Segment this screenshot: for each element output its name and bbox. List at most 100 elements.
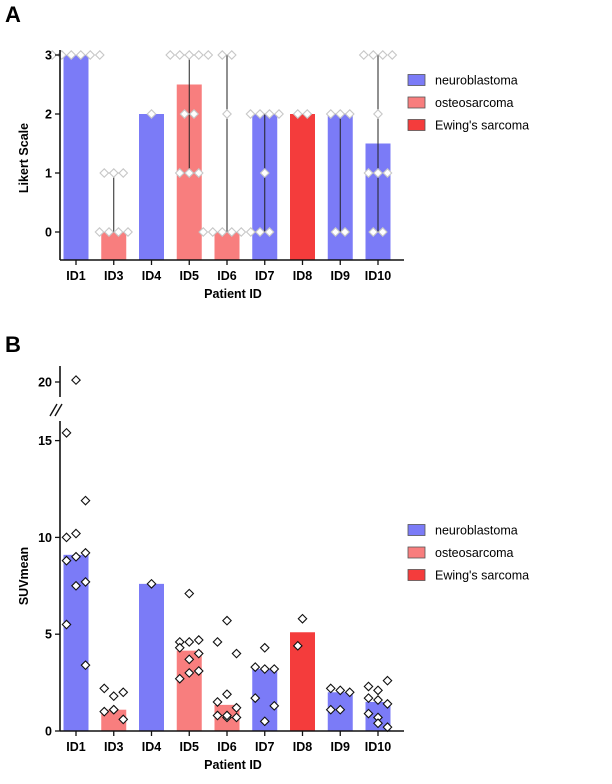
data-point-id7: [255, 227, 265, 237]
x-tick-label: ID4: [142, 740, 162, 754]
legend-label: osteosarcoma: [435, 546, 514, 560]
legend-item: neuroblastoma: [407, 74, 518, 88]
data-point-id6: [222, 689, 232, 700]
x-tick-label: ID9: [331, 269, 351, 283]
data-point-id10: [363, 168, 374, 178]
x-tick-label: ID5: [180, 269, 200, 283]
data-point-id6: [222, 710, 232, 721]
data-point-id7: [269, 664, 280, 675]
legend-item: Ewing's sarcoma: [407, 119, 529, 133]
data-point-id3: [99, 683, 110, 694]
y-tick-label: 0: [45, 226, 52, 240]
data-point-id7: [264, 227, 275, 237]
x-tick-label: ID6: [217, 269, 237, 283]
panel-label: B: [5, 332, 21, 357]
data-point-id5: [193, 168, 204, 178]
data-point-id10: [382, 168, 393, 178]
data-point-id6: [217, 227, 228, 237]
data-point-id10: [373, 685, 383, 696]
data-point-id7: [259, 642, 270, 653]
data-point-id8: [292, 640, 303, 651]
legend-swatch: [407, 119, 426, 131]
data-point-id10: [363, 708, 374, 719]
data-point-id10: [377, 50, 388, 60]
data-point-id10: [382, 675, 393, 686]
legend-item: osteosarcoma: [407, 96, 514, 110]
bar-id6: [214, 232, 240, 260]
data-point-id3: [99, 706, 110, 717]
data-point-id6: [236, 227, 247, 237]
data-point-id3: [108, 691, 119, 702]
data-point-id1: [47, 50, 58, 60]
data-point-id10: [387, 50, 398, 60]
data-point-id1: [71, 528, 81, 539]
x-tick-label: ID1: [66, 740, 86, 754]
data-point-id6: [198, 227, 209, 237]
data-point-id6: [222, 615, 232, 626]
data-point-id5: [189, 109, 199, 119]
data-point-id5: [184, 654, 195, 665]
axis-break-mark: [49, 403, 58, 417]
legend-swatch: [407, 524, 426, 536]
data-point-id9: [325, 704, 336, 715]
legend-label: osteosarcoma: [435, 96, 514, 110]
data-point-id10: [363, 681, 374, 692]
data-point-id10: [358, 50, 369, 60]
data-point-id1: [80, 576, 91, 587]
data-point-id1: [71, 551, 81, 562]
data-point-id10: [373, 168, 383, 178]
data-point-id3: [113, 227, 124, 237]
legend-item: neuroblastoma: [407, 524, 518, 538]
data-point-id7: [264, 109, 275, 119]
y-tick-label: 20: [38, 376, 52, 390]
data-point-id6: [212, 696, 223, 707]
data-point-id5: [184, 50, 195, 60]
bar-id4: [139, 583, 164, 731]
x-tick-label: ID6: [217, 740, 237, 754]
data-point-id5: [193, 666, 204, 676]
data-point-id3: [118, 168, 129, 178]
data-point-id5: [174, 673, 185, 684]
x-tick-label: ID7: [255, 269, 275, 283]
data-point-id10: [382, 698, 393, 709]
data-point-id6: [217, 50, 228, 60]
bar-id1: [63, 55, 89, 260]
legend-label: Ewing's sarcoma: [435, 119, 529, 133]
x-tick-label: ID10: [365, 269, 391, 283]
x-tick-label: ID3: [104, 740, 124, 754]
x-tick-label: ID5: [180, 740, 200, 754]
x-axis-title: Patient ID: [204, 758, 262, 772]
data-point-id4: [146, 109, 157, 119]
data-point-id1: [61, 427, 72, 438]
data-point-id1: [61, 532, 72, 543]
data-point-id5: [174, 168, 185, 178]
axis-break-mark: [54, 403, 63, 417]
data-point-id5: [193, 635, 204, 645]
data-point-id9: [340, 227, 350, 237]
data-point-id1: [71, 375, 81, 386]
data-point-id4: [146, 578, 157, 589]
data-point-id7: [245, 109, 256, 119]
data-point-id7: [250, 662, 261, 673]
y-axis-title: Likert Scale: [17, 123, 31, 193]
y-tick-label: 3: [45, 49, 52, 63]
data-point-id5: [184, 636, 195, 647]
y-tick-label: 0: [45, 725, 52, 739]
legend-item: osteosarcoma: [407, 546, 514, 560]
data-point-id5: [184, 168, 195, 178]
y-tick-label: 2: [45, 108, 52, 122]
data-point-id3: [118, 687, 129, 698]
data-point-id10: [377, 227, 388, 237]
data-point-id6: [226, 50, 237, 60]
data-point-id9: [325, 683, 336, 694]
data-point-id5: [184, 667, 195, 678]
y-tick-label: 5: [45, 628, 52, 642]
data-point-id5: [174, 50, 185, 60]
data-point-id5: [193, 50, 204, 60]
panel-b: B ID1 ID3 ID4 ID5 ID6 ID7 ID8 ID9 ID10 0 5 10 15 20 Pat…: [5, 332, 529, 772]
x-tick-label: ID8: [293, 269, 313, 283]
legend-swatch: [407, 96, 426, 109]
data-point-id3: [108, 168, 119, 178]
data-point-id9: [335, 704, 346, 715]
